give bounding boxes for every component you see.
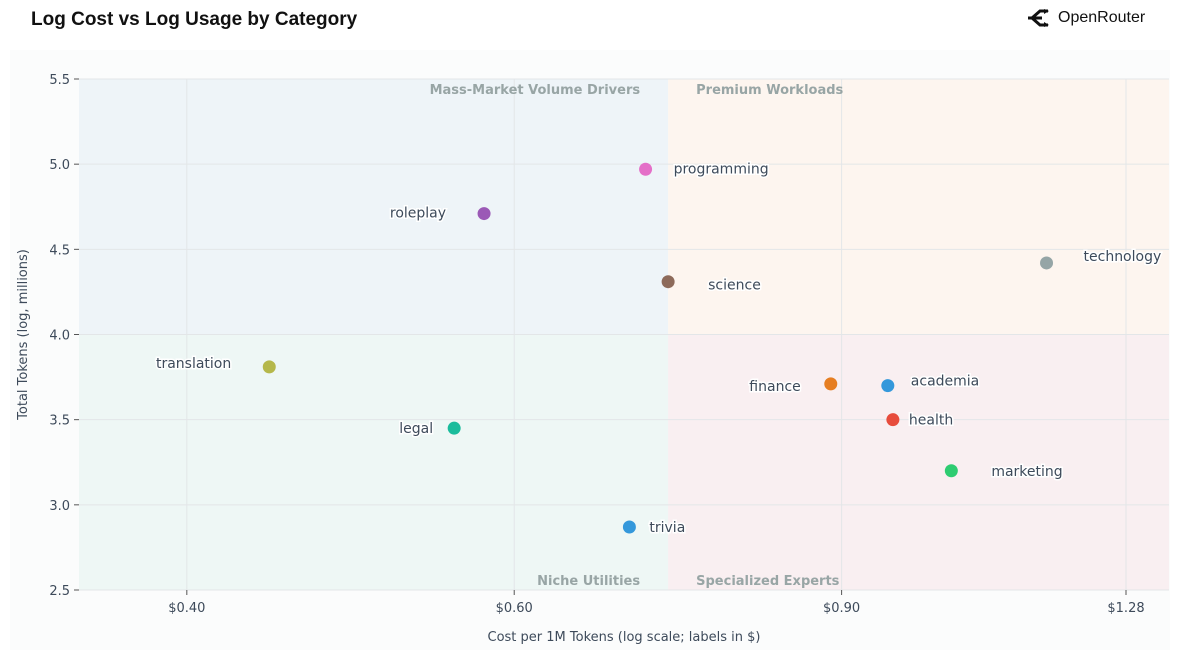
chart-title: Log Cost vs Log Usage by Category (31, 9, 358, 30)
data-point-health (886, 413, 900, 427)
data-point-finance (824, 377, 838, 391)
quadrant-label-bottom-left: Niche Utilities (537, 574, 640, 589)
data-label-health: health (909, 413, 953, 429)
quadrant-top-right (668, 79, 1169, 335)
y-tick-label: 3.5 (49, 414, 70, 429)
data-label-technology: technology (1084, 249, 1162, 265)
y-tick-label: 4.5 (49, 243, 70, 258)
data-point-translation (262, 360, 276, 374)
data-label-roleplay: roleplay (390, 206, 446, 222)
data-label-programming: programming (674, 161, 769, 177)
openrouter-logo-icon (1028, 9, 1049, 27)
quadrant-top-left (79, 79, 669, 335)
data-point-marketing (944, 464, 958, 478)
brand-name: OpenRouter (1058, 9, 1146, 26)
quadrant-label-top-left: Mass-Market Volume Drivers (430, 83, 641, 98)
data-label-finance: finance (749, 379, 800, 395)
data-label-academia: academia (911, 374, 979, 390)
quadrant-bottom-left (79, 334, 669, 590)
x-tick-label: $0.60 (496, 601, 533, 616)
quadrant-label-top-right: Premium Workloads (696, 83, 843, 98)
data-label-translation: translation (156, 356, 231, 372)
x-tick-label: $0.90 (823, 601, 860, 616)
y-tick-label: 5.5 (49, 73, 70, 88)
quadrant-bottom-right (668, 334, 1169, 590)
y-axis-label: Total Tokens (log, millions) (16, 249, 31, 421)
data-point-programming (639, 162, 653, 176)
x-axis-label: Cost per 1M Tokens (log scale; labels in… (488, 630, 761, 645)
data-label-trivia: trivia (649, 520, 685, 536)
data-point-science (661, 275, 675, 289)
data-point-academia (881, 379, 895, 393)
y-tick-label: 3.0 (49, 499, 70, 514)
data-label-marketing: marketing (991, 464, 1062, 480)
data-label-legal: legal (399, 421, 433, 437)
x-tick-label: $1.28 (1107, 601, 1144, 616)
y-tick-label: 5.0 (49, 158, 70, 173)
x-tick-label: $0.40 (168, 601, 205, 616)
data-point-legal (447, 421, 461, 435)
data-point-technology (1040, 256, 1054, 270)
y-tick-label: 4.0 (49, 329, 70, 344)
quadrant-label-bottom-right: Specialized Experts (696, 574, 840, 589)
brand-logo[interactable]: OpenRouter (1026, 9, 1145, 27)
y-tick-label: 2.5 (49, 584, 70, 599)
data-point-trivia (622, 520, 636, 534)
data-point-roleplay (477, 207, 491, 221)
data-label-science: science (708, 278, 761, 294)
